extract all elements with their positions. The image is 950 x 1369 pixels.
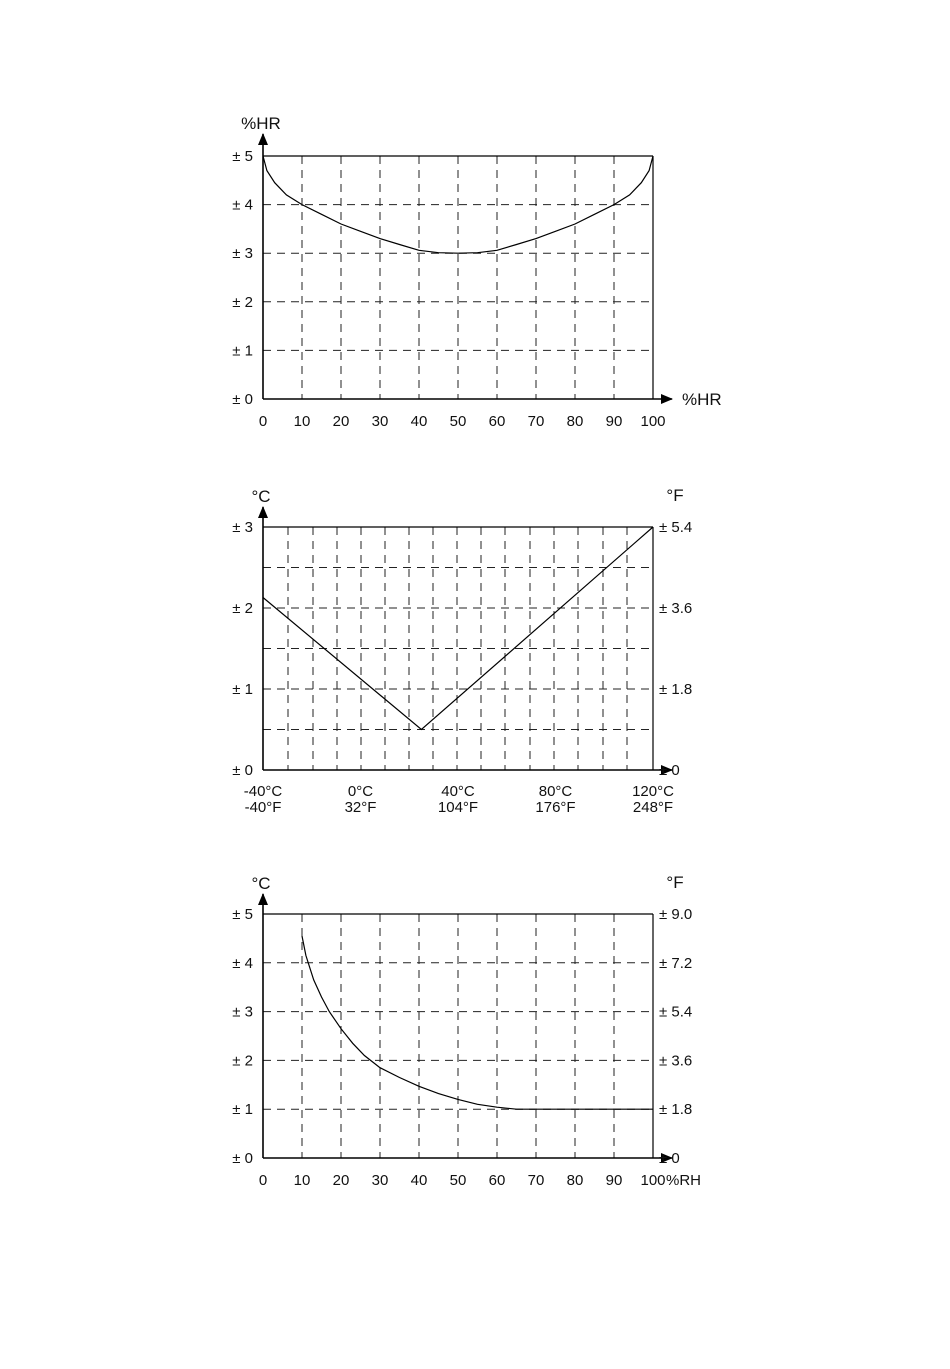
y-tick-label: ± 0	[232, 1150, 253, 1167]
x-tick-label: 20	[333, 413, 350, 430]
x-tick-label: -40°F	[245, 799, 282, 816]
y-tick-label-right: ± 7.2	[659, 955, 692, 972]
series-line	[301, 935, 653, 1110]
y-tick-label: ± 2	[232, 600, 253, 617]
x-tick-label: 70	[528, 413, 545, 430]
x-tick-label: 30	[372, 1172, 389, 1189]
x-tick-label: 80	[567, 1172, 584, 1189]
chart-3: ± 0 ± 1 ± 2 ± 3 ± 4 ± 5 ± 0 ± 1.8 ± 3.6 ± 5.4 ± 7.…	[232, 873, 701, 1189]
x-tick-label: 0	[259, 413, 267, 430]
y-tick-label-right: ± 5.4	[659, 1004, 692, 1021]
y-tick-label: ± 4	[232, 197, 253, 214]
x-tick-label: 30	[372, 413, 389, 430]
y-axis-label: °C	[251, 487, 270, 506]
y-tick-label-right: ± 5.4	[659, 519, 692, 536]
x-tick-label: 0	[259, 1172, 267, 1189]
x-tick-label: 10	[294, 413, 311, 430]
x-tick-label: 104°F	[438, 799, 478, 816]
y-tick-label: ± 5	[232, 906, 253, 923]
x-tick-label: 100	[640, 1172, 665, 1189]
x-tick-label: -40°C	[244, 783, 283, 800]
x-tick-label: 40°C	[441, 783, 475, 800]
x-tick-label: 20	[333, 1172, 350, 1189]
y-tick-label-right: ± 1.8	[659, 1101, 692, 1118]
x-tick-label: 100	[640, 413, 665, 430]
x-tick-label: 176°F	[535, 799, 575, 816]
x-tick-label: 0°C	[348, 783, 373, 800]
x-tick-label: 60	[489, 413, 506, 430]
y-tick-label: ± 1	[232, 1101, 253, 1118]
y-axis-label: °C	[251, 874, 270, 893]
x-tick-label: 90	[606, 413, 623, 430]
chart-1: ± 0 ± 1 ± 2 ± 3 ± 4 ± 5 %HR 0 10 20 30 40 50 60 70 80 90…	[232, 114, 721, 430]
x-tick-label: 32°F	[345, 799, 377, 816]
y-tick-label: ± 1	[232, 342, 253, 359]
x-tick-label: 50	[450, 1172, 467, 1189]
y-tick-label-right: ± 9.0	[659, 906, 692, 923]
y-axis-label-right: °F	[666, 873, 683, 892]
x-tick-label: 50	[450, 413, 467, 430]
y-tick-label: ± 0	[232, 391, 253, 408]
x-tick-label: 80	[567, 413, 584, 430]
chart-2: ± 0 ± 1 ± 2 ± 3 ± 0 ± 1.8 ± 3.6 ± 5.4 °C °F -40°C-…	[232, 486, 692, 816]
y-tick-label: ± 2	[232, 1052, 253, 1069]
y-tick-label: ± 3	[232, 519, 253, 536]
y-tick-label-right: ± 1.8	[659, 681, 692, 698]
y-tick-label: ± 0	[232, 762, 253, 779]
y-tick-label: ± 2	[232, 294, 253, 311]
x-tick-label: 60	[489, 1172, 506, 1189]
series-line	[262, 526, 654, 731]
x-tick-label: 90	[606, 1172, 623, 1189]
y-tick-label: ± 1	[232, 681, 253, 698]
x-tick-label: 40	[411, 413, 428, 430]
y-tick-label: ± 3	[232, 245, 253, 262]
x-tick-label: 248°F	[633, 799, 673, 816]
x-axis-label: %HR	[682, 390, 722, 409]
x-tick-label: 70	[528, 1172, 545, 1189]
y-tick-label-right: ± 0	[659, 762, 680, 779]
y-axis-label: %HR	[241, 114, 281, 133]
y-tick-label: ± 5	[232, 148, 253, 165]
y-tick-label-right: ± 0	[659, 1150, 680, 1167]
x-tick-label: 120°C	[632, 783, 674, 800]
x-tick-label: 10	[294, 1172, 311, 1189]
series-line	[262, 155, 654, 254]
x-tick-label: 40	[411, 1172, 428, 1189]
y-tick-label: ± 3	[232, 1004, 253, 1021]
y-tick-label-right: ± 3.6	[659, 1052, 692, 1069]
y-tick-label-right: ± 3.6	[659, 600, 692, 617]
x-axis-label: %RH	[666, 1172, 701, 1189]
x-tick-label: 80°C	[539, 783, 573, 800]
y-tick-label: ± 4	[232, 955, 253, 972]
y-axis-label-right: °F	[666, 486, 683, 505]
